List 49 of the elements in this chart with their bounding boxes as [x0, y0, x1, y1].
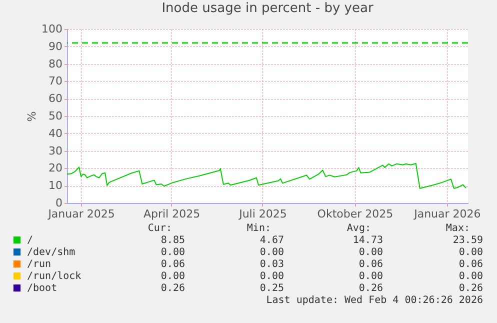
- y-tick-label: 10: [48, 179, 62, 192]
- text: 14.73: [352, 235, 383, 246]
- text: Cur:: [148, 223, 172, 234]
- text: 0.06: [160, 259, 185, 270]
- text: 0.26: [160, 283, 185, 294]
- y-tick-label: 60: [48, 92, 62, 106]
- text: 0.00: [160, 247, 185, 258]
- y-tick-label: 40: [48, 126, 62, 140]
- y-tick-label: 80: [48, 57, 62, 70]
- y-axis-title: %: [26, 111, 39, 122]
- text: 0.26: [358, 283, 383, 294]
- line-series: [66, 163, 466, 189]
- text: 0.00: [358, 247, 383, 258]
- chart-title: Inode usage in percent - by year: [162, 1, 374, 16]
- text: 0.00: [260, 247, 284, 258]
- y-tick-label: 100: [42, 22, 62, 36]
- x-tick-label: Oktober 2025: [317, 208, 394, 220]
- text: Min:: [246, 223, 271, 234]
- x-tick-label: April 2025: [143, 208, 200, 220]
- x-tick-label: Januar 2025: [47, 208, 115, 220]
- text: 0.03: [260, 259, 284, 270]
- text: 0.00: [160, 271, 185, 282]
- legend-label: /boot: [27, 283, 58, 294]
- text: Max:: [446, 223, 470, 234]
- legend-label: /run: [27, 259, 52, 270]
- text: 0.00: [358, 271, 383, 282]
- y-tick-label: 90: [48, 40, 62, 53]
- legend-label: /: [27, 235, 34, 246]
- y-tick-label: 70: [48, 74, 62, 88]
- y-tick-label: 20: [48, 162, 62, 175]
- x-tick-label: Juli 2025: [238, 208, 287, 220]
- text: Avg:: [346, 223, 371, 234]
- text: 23.59: [452, 235, 483, 246]
- text: 0.06: [358, 259, 383, 270]
- text: 8.85: [160, 235, 185, 246]
- text: 0.26: [458, 283, 483, 294]
- text: Last update: Wed Feb 4 00:26:26 2026: [266, 295, 483, 306]
- legend-label: /dev/shm: [27, 247, 76, 258]
- x-tick-label: Januar 2026: [413, 208, 481, 220]
- text: 0.00: [458, 271, 483, 282]
- legend-label: /run/lock: [27, 271, 82, 282]
- y-tick-label: 50: [48, 110, 62, 122]
- y-tick-label: 0: [56, 196, 62, 210]
- y-tick-label: 30: [48, 144, 62, 158]
- text: 4.67: [260, 235, 284, 246]
- text: 0.25: [260, 283, 284, 294]
- text: 0.06: [458, 259, 483, 270]
- text: 0.00: [260, 271, 284, 282]
- text: 0.00: [458, 247, 483, 258]
